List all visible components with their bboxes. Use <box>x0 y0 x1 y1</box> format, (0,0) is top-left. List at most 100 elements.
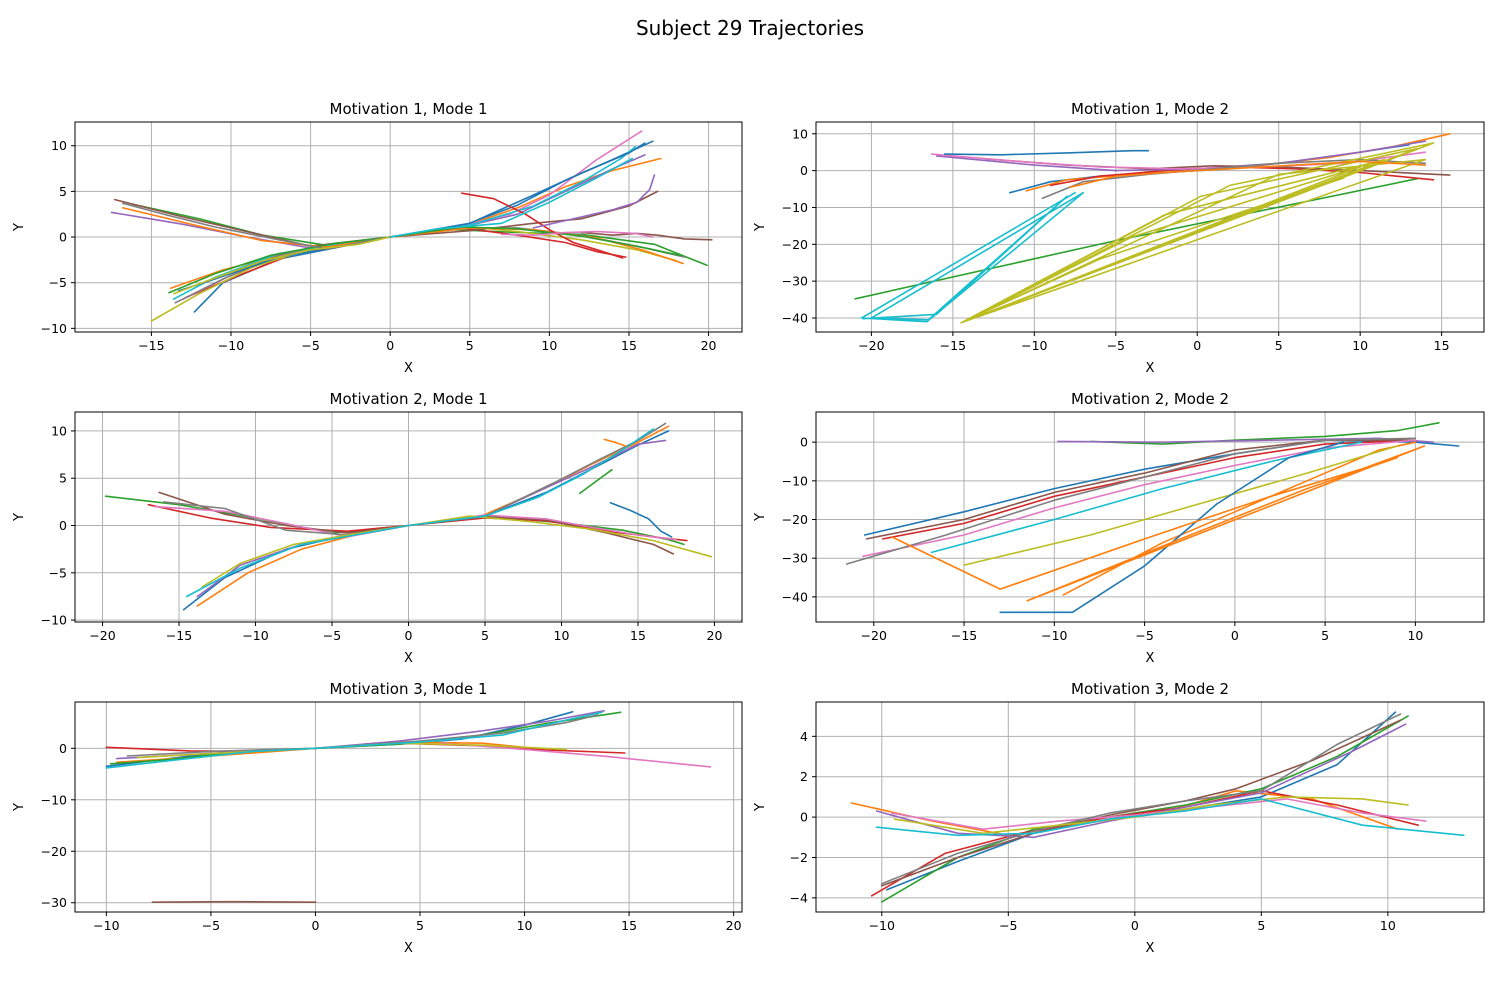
y-tick-label: −4 <box>790 890 808 905</box>
y-tick-label: −10 <box>41 613 67 628</box>
trajectory-line <box>440 742 712 768</box>
trajectory-line <box>930 151 1427 170</box>
x-tick-label: 20 <box>726 918 742 933</box>
x-tick-label: 10 <box>1380 918 1396 933</box>
x-tick-label: 0 <box>405 628 413 643</box>
x-tick-label: −10 <box>869 918 895 933</box>
axes-frame <box>815 411 1485 623</box>
trajectory-line <box>185 428 655 598</box>
trajectory-line <box>389 157 634 238</box>
subplot-2: −20 −15 −10 −5 0 5 10 15 −40 −30 −20 −10 0 10 Motivati… <box>753 100 1485 376</box>
y-axis-label: Y <box>753 513 768 522</box>
trajectory-line <box>201 515 713 588</box>
trajectory-line <box>182 130 643 300</box>
trajectory-line <box>893 796 1409 835</box>
trajectory-line <box>532 174 656 229</box>
x-tick-label: 10 <box>517 918 533 933</box>
x-tick-label: −15 <box>138 338 164 353</box>
trajectory-line <box>875 798 1465 837</box>
trajectory-line <box>460 192 624 259</box>
y-axis-label: Y <box>753 223 768 232</box>
y-tick-label: 0 <box>59 230 67 245</box>
trajectory-line <box>114 190 659 247</box>
y-tick-label: 0 <box>800 435 808 450</box>
x-tick-label: 5 <box>1275 338 1283 353</box>
x-tick-label: 10 <box>1352 338 1368 353</box>
x-tick-label: 20 <box>701 338 717 353</box>
axes-frame <box>74 121 743 333</box>
trajectory-line <box>890 445 1426 602</box>
series-group <box>854 133 1451 324</box>
figure-title: Subject 29 Trajectories <box>635 16 865 40</box>
y-tick-label: −5 <box>49 565 67 580</box>
y-axis-label: Y <box>753 803 768 812</box>
x-axis-label: X <box>1146 361 1155 376</box>
trajectory-line <box>158 491 675 555</box>
trajectory-line <box>875 723 1407 839</box>
trajectory-line <box>578 468 613 495</box>
x-tick-label: −10 <box>1021 338 1047 353</box>
y-axis-label: Y <box>12 803 27 812</box>
y-tick-label: −20 <box>782 512 808 527</box>
trajectory-line <box>860 191 1084 323</box>
y-tick-label: −10 <box>41 792 67 807</box>
trajectory-line <box>1069 160 1427 188</box>
y-tick-label: −10 <box>41 321 67 336</box>
y-tick-label: −40 <box>782 311 808 326</box>
x-axis-label: X <box>1146 941 1155 956</box>
x-tick-label: −15 <box>940 338 966 353</box>
y-tick-label: 0 <box>800 163 808 178</box>
x-axis-label: X <box>404 941 413 956</box>
series-group <box>105 709 712 904</box>
subplot-5: −10 −5 0 5 10 15 20 −30 −20 −10 0 Motivation 3, Mod… <box>12 680 743 956</box>
x-tick-label: 5 <box>1321 628 1329 643</box>
x-tick-label: 10 <box>554 628 570 643</box>
trajectory-line <box>122 202 392 250</box>
y-tick-label: 0 <box>59 741 67 756</box>
series-group <box>104 422 713 611</box>
y-tick-label: −30 <box>782 274 808 289</box>
y-tick-label: 0 <box>800 810 808 825</box>
trajectory-line <box>162 422 667 536</box>
trajectory-line <box>603 438 627 447</box>
subplot-1: −15 −10 −5 0 5 10 15 20 −10 −5 0 5 10 Motivation 1, M… <box>12 100 743 376</box>
axes-frame <box>815 121 1485 333</box>
trajectory-line <box>580 231 713 241</box>
subplot-3: −20 −15 −10 −5 0 5 10 15 20 −10 −5 0 5 10 Motivation 2… <box>12 390 743 666</box>
trajectory-line <box>1041 158 1427 200</box>
y-tick-label: −20 <box>782 237 808 252</box>
trajectory-line <box>1089 421 1440 445</box>
subplot-title: Motivation 3, Mode 1 <box>330 680 488 698</box>
trajectory-line <box>960 142 1435 324</box>
x-tick-label: 0 <box>386 338 394 353</box>
x-axis-label: X <box>404 651 413 666</box>
trajectory-line <box>172 236 392 295</box>
x-tick-label: −10 <box>93 918 119 933</box>
x-tick-label: 0 <box>1131 918 1139 933</box>
trajectory-line <box>196 425 670 607</box>
y-tick-label: 10 <box>51 423 67 438</box>
x-tick-label: −5 <box>202 918 220 933</box>
x-tick-label: −15 <box>951 628 977 643</box>
x-tick-label: −5 <box>999 918 1017 933</box>
x-tick-label: −5 <box>301 338 319 353</box>
y-tick-label: −30 <box>782 551 808 566</box>
trajectory-line <box>963 445 1399 566</box>
trajectory-line <box>881 439 1417 540</box>
trajectory-line <box>862 439 1417 558</box>
x-tick-label: 0 <box>1231 628 1239 643</box>
x-tick-label: −20 <box>858 338 884 353</box>
y-tick-label: 4 <box>800 729 808 744</box>
x-tick-label: −20 <box>861 628 887 643</box>
y-tick-label: 5 <box>59 471 67 486</box>
axes-frame <box>815 701 1485 913</box>
series-group <box>110 130 713 322</box>
x-axis-label: X <box>1146 651 1155 666</box>
trajectory-line <box>609 501 673 538</box>
trajectory-line <box>999 441 1344 614</box>
x-tick-label: −10 <box>242 628 268 643</box>
subplot-title: Motivation 3, Mode 2 <box>1071 680 1229 698</box>
x-tick-label: 15 <box>621 338 637 353</box>
trajectory-line <box>865 439 1417 540</box>
y-axis-label: Y <box>12 513 27 522</box>
